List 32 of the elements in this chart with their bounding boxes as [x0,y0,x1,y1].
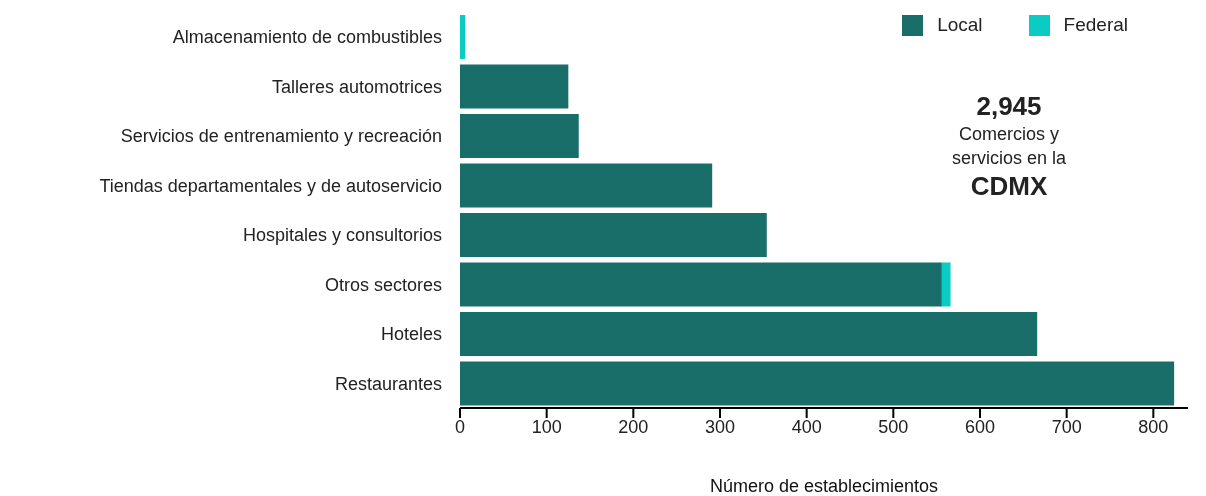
bar [460,311,1038,356]
x-tick-label: 300 [704,416,736,437]
x-axis-title: Número de establecimientos [709,476,939,496]
y-tick-label: Restaurantes [334,373,442,394]
x-tick-label: 400 [791,416,822,437]
x-tick-label: 700 [1051,416,1082,437]
y-tick-label: Hoteles [380,324,442,345]
bar [460,212,767,257]
x-tick-label: 500 [878,416,909,437]
bar [941,262,951,307]
x-tick-label: 100 [531,416,562,437]
x-tick-label: 0 [454,416,466,437]
x-tick-label: 800 [1138,416,1169,437]
y-tick-label: Hospitales y consultorios [242,225,442,246]
y-tick-label: Tiendas departamentales y de autoservicio [99,175,442,196]
bar [460,262,942,307]
y-tick-label: Servicios de entrenamiento y recreación [120,126,442,147]
bar [460,163,713,208]
annotation: 2,945 [975,90,1043,122]
bar [460,64,569,109]
x-tick-label: 600 [964,416,996,437]
bar [460,361,1175,406]
y-tick-label: Otros sectores [324,274,442,295]
bar [460,113,579,158]
legend-label: Federal [1063,14,1128,36]
annotation: Comercios y servicios en la [950,123,1067,170]
annotation: CDMX [969,170,1049,202]
y-tick-label: Talleres automotrices [271,76,442,97]
legend-label: Local [937,14,983,36]
bar [460,14,466,59]
y-tick-label: Almacenamiento de combustibles [172,27,442,48]
x-tick-label: 200 [618,416,649,437]
